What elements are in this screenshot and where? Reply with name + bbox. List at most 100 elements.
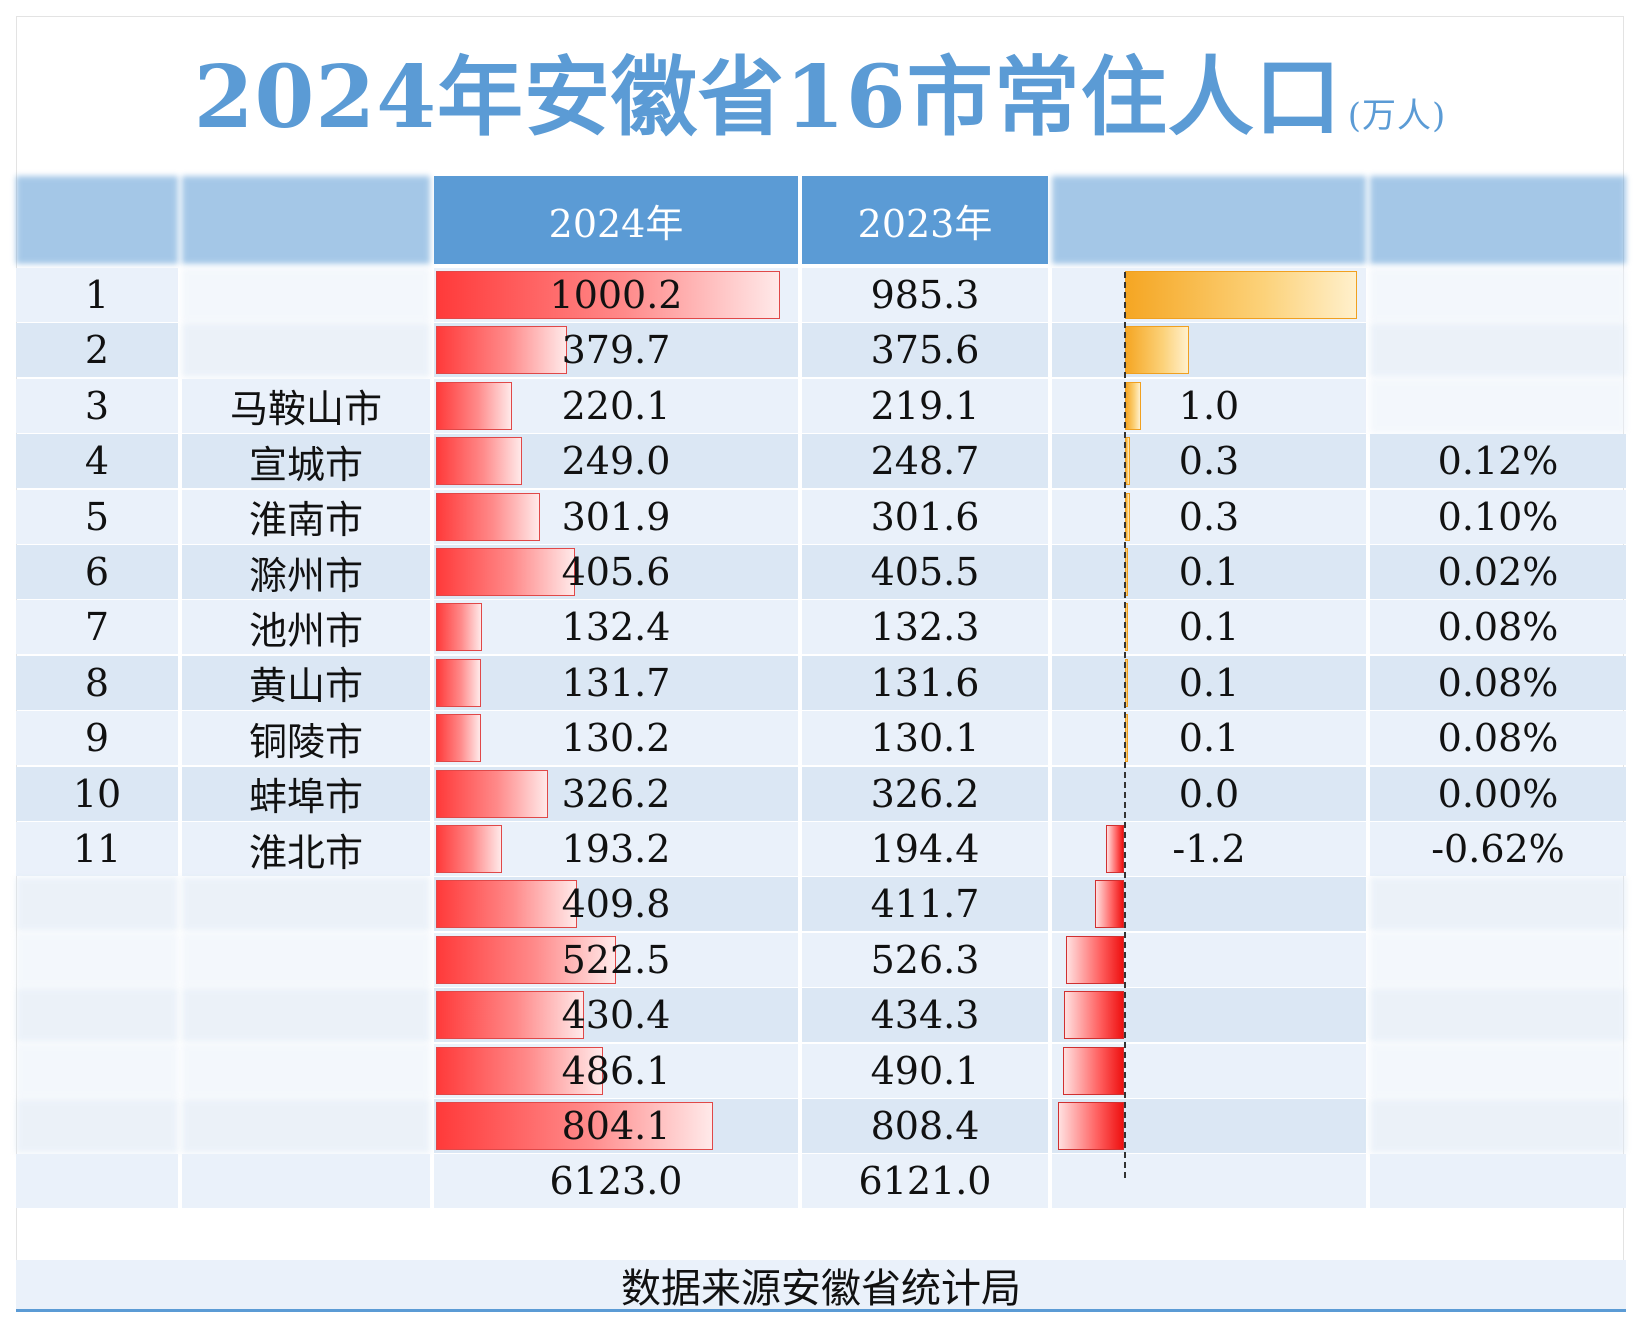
header-pct bbox=[1370, 176, 1626, 264]
rank-cell bbox=[16, 877, 178, 932]
change-bar-negative bbox=[1062, 1046, 1124, 1095]
pop2024-bar bbox=[436, 1102, 713, 1150]
rank-cell: 4 bbox=[16, 434, 178, 489]
header-row: 2024年 2023年 bbox=[16, 176, 1626, 264]
change-cell-bg bbox=[1052, 489, 1366, 544]
table-row: 8 黄山市 131.6 0.08% 131.7 0.1 bbox=[16, 655, 1626, 710]
pop2024-bar bbox=[436, 880, 577, 929]
pop2024-value: 193.2 bbox=[561, 827, 671, 871]
pct-cell: 0.00% bbox=[1370, 766, 1626, 821]
table-row: 411.7 409.8 bbox=[16, 877, 1626, 932]
rank-cell: 1 bbox=[16, 268, 178, 322]
pct-cell: 0.02% bbox=[1370, 545, 1626, 599]
change-cell-bg bbox=[1052, 434, 1366, 489]
table-row: 7 池州市 132.3 0.08% 132.4 0.1 bbox=[16, 600, 1626, 655]
pop2023-cell: 411.7 bbox=[802, 877, 1048, 932]
pop2023-cell: 808.4 bbox=[802, 1099, 1048, 1153]
total-row: 6123.0 6121.0 bbox=[16, 1154, 1626, 1209]
change-bar-negative bbox=[1064, 991, 1124, 1040]
pct-cell: 0.10% bbox=[1370, 489, 1626, 544]
table-row: 6 滁州市 405.5 0.02% 405.6 0.1 bbox=[16, 545, 1626, 599]
rank-cell: 9 bbox=[16, 711, 178, 766]
total-rank-cell bbox=[16, 1154, 178, 1209]
city-cell: 黄山市 bbox=[182, 655, 430, 710]
total-2023: 6121.0 bbox=[802, 1154, 1048, 1209]
city-cell: 宣城市 bbox=[182, 434, 430, 489]
pop2024-value: 405.6 bbox=[561, 550, 671, 594]
pop2023-cell: 985.3 bbox=[802, 268, 1048, 322]
table-row: 11 淮北市 194.4 -0.62% 193.2 -1.2 bbox=[16, 822, 1626, 876]
city-cell: 淮南市 bbox=[182, 489, 430, 544]
change-value: 1.0 bbox=[1178, 383, 1240, 428]
pop2024-bar bbox=[436, 326, 567, 375]
change-value: 0.3 bbox=[1178, 439, 1240, 484]
pop2024-value: 379.7 bbox=[561, 328, 671, 373]
city-cell bbox=[182, 988, 430, 1043]
pct-cell bbox=[1370, 378, 1626, 433]
pct-cell bbox=[1370, 323, 1626, 378]
table-row: 9 铜陵市 130.1 0.08% 130.2 0.1 bbox=[16, 711, 1626, 766]
rank-cell: 8 bbox=[16, 655, 178, 710]
pop2023-cell: 490.1 bbox=[802, 1043, 1048, 1098]
pop2024-bar bbox=[436, 991, 585, 1040]
rank-cell bbox=[16, 1099, 178, 1153]
rank-cell bbox=[16, 932, 178, 987]
zero-axis-line bbox=[1124, 272, 1126, 1178]
change-value: -1.2 bbox=[1172, 827, 1246, 871]
header-change bbox=[1052, 176, 1366, 264]
change-cell-bg bbox=[1052, 711, 1366, 766]
pop2024-value: 326.2 bbox=[561, 771, 671, 816]
pct-cell bbox=[1370, 988, 1626, 1043]
pop2024-value: 132.4 bbox=[561, 605, 671, 650]
rank-cell: 5 bbox=[16, 489, 178, 544]
change-value: 0.1 bbox=[1178, 550, 1240, 594]
pop2024-cell-bg bbox=[434, 600, 798, 655]
change-value: 0.0 bbox=[1178, 771, 1240, 816]
rank-cell: 2 bbox=[16, 323, 178, 378]
city-cell: 滁州市 bbox=[182, 545, 430, 599]
rank-cell: 6 bbox=[16, 545, 178, 599]
change-value bbox=[1052, 933, 1366, 987]
pop2023-cell: 131.6 bbox=[802, 655, 1048, 710]
pop2023-cell: 375.6 bbox=[802, 323, 1048, 378]
header-rank bbox=[16, 176, 178, 264]
change-value: 0.3 bbox=[1178, 494, 1240, 539]
table-row: 434.3 430.4 bbox=[16, 988, 1626, 1043]
table-row: 10 蚌埠市 326.2 0.00% 326.2 0.0 bbox=[16, 766, 1626, 821]
pct-cell bbox=[1370, 877, 1626, 932]
city-cell bbox=[182, 877, 430, 932]
change-value: 0.1 bbox=[1178, 660, 1240, 705]
pct-cell: 0.08% bbox=[1370, 711, 1626, 766]
total-pct-cell bbox=[1370, 1154, 1626, 1209]
total-2024: 6123.0 bbox=[434, 1154, 798, 1209]
pop2024-value: 430.4 bbox=[561, 993, 671, 1038]
pop2024-bar bbox=[436, 437, 522, 486]
chart-title: 2024年安徽省16市常住人口 (万人) bbox=[0, 48, 1640, 166]
pop2024-value: 130.2 bbox=[561, 716, 671, 761]
pop2024-bar bbox=[436, 381, 512, 430]
change-bar-positive bbox=[1125, 271, 1357, 319]
header-2023: 2023年 bbox=[802, 176, 1048, 264]
city-cell: 马鞍山市 bbox=[182, 378, 430, 433]
pop2024-value: 409.8 bbox=[561, 882, 671, 927]
pop2023-cell: 132.3 bbox=[802, 600, 1048, 655]
change-value bbox=[1052, 1044, 1366, 1098]
pop2024-bar bbox=[436, 548, 576, 596]
city-cell bbox=[182, 323, 430, 378]
pct-cell bbox=[1370, 932, 1626, 987]
rank-cell bbox=[16, 1043, 178, 1098]
pop2023-cell: 219.1 bbox=[802, 378, 1048, 433]
change-value bbox=[1052, 877, 1366, 931]
table-row: 4 宣城市 248.7 0.12% 249.0 0.3 bbox=[16, 434, 1626, 489]
source-footer: 数据来源安徽省统计局 bbox=[16, 1260, 1626, 1312]
pop2024-bar bbox=[436, 658, 482, 707]
table-row: 1 985.3 1000.2 bbox=[16, 268, 1626, 322]
total-change-cell bbox=[1052, 1154, 1366, 1209]
city-cell: 淮北市 bbox=[182, 822, 430, 876]
pop2024-value: 486.1 bbox=[561, 1048, 671, 1093]
rank-cell: 11 bbox=[16, 822, 178, 876]
change-cell-bg bbox=[1052, 378, 1366, 433]
title-text: 2024年安徽省16市常住人口 bbox=[193, 47, 1342, 148]
rank-cell: 3 bbox=[16, 378, 178, 433]
pop2024-value: 522.5 bbox=[561, 937, 671, 982]
